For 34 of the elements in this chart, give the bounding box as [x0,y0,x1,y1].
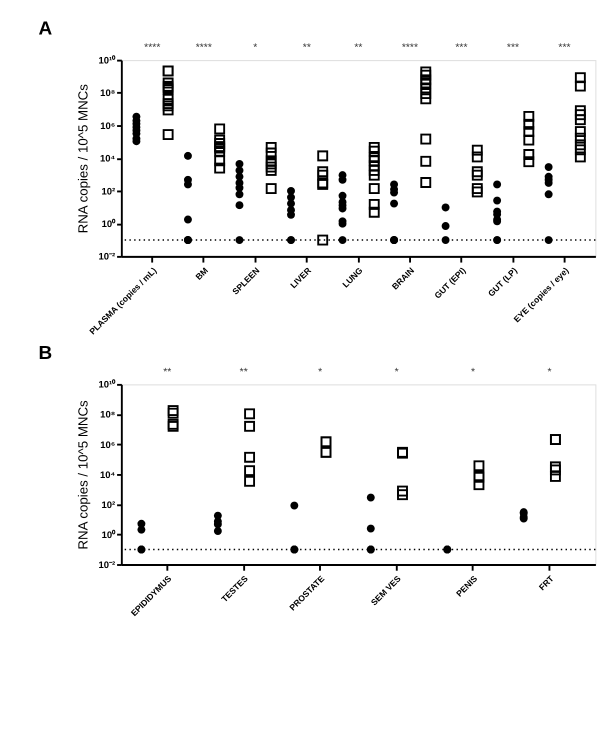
y-tick-label: 10¹⁰ [98,54,116,66]
text: **** [402,42,418,54]
x-tick-label: BM [193,265,210,282]
text: * [471,366,476,378]
y-tick-label: 10⁻² [98,252,116,263]
chart-title: B [38,342,52,364]
y-tick-label: 10² [102,500,116,511]
y-tick-label: 10⁸ [100,88,116,100]
y-tick-label: 10⁻² [98,560,116,571]
y-tick-label: 10⁰ [102,218,116,230]
text: ** [302,42,311,54]
text: **** [196,42,212,54]
chart-title: A [38,18,52,40]
y-tick-label: 10⁰ [102,528,116,541]
y-tick-label: 10⁴ [100,470,116,481]
text: ** [163,366,172,378]
text: ** [240,366,248,378]
y-axis-title: RNA copies / 10^5 MNCs [75,84,90,234]
y-tick-label: 10¹⁰ [98,378,116,391]
text: *** [558,42,571,54]
y-tick-label: 10⁶ [100,120,116,132]
text: *** [506,42,520,54]
text: **** [144,42,160,54]
y-tick-label: 10⁸ [100,410,116,421]
text: * [318,366,322,378]
y-tick-label: 10⁴ [100,154,116,165]
y-axis-title: RNA copies / 10^5 MNCs [75,400,90,550]
text: * [253,42,258,54]
y-tick-label: 10⁶ [100,440,116,451]
text: ** [354,42,362,54]
text: * [394,366,399,378]
text: *** [455,42,468,54]
text: * [548,366,552,378]
y-tick-label: 10² [102,186,116,198]
